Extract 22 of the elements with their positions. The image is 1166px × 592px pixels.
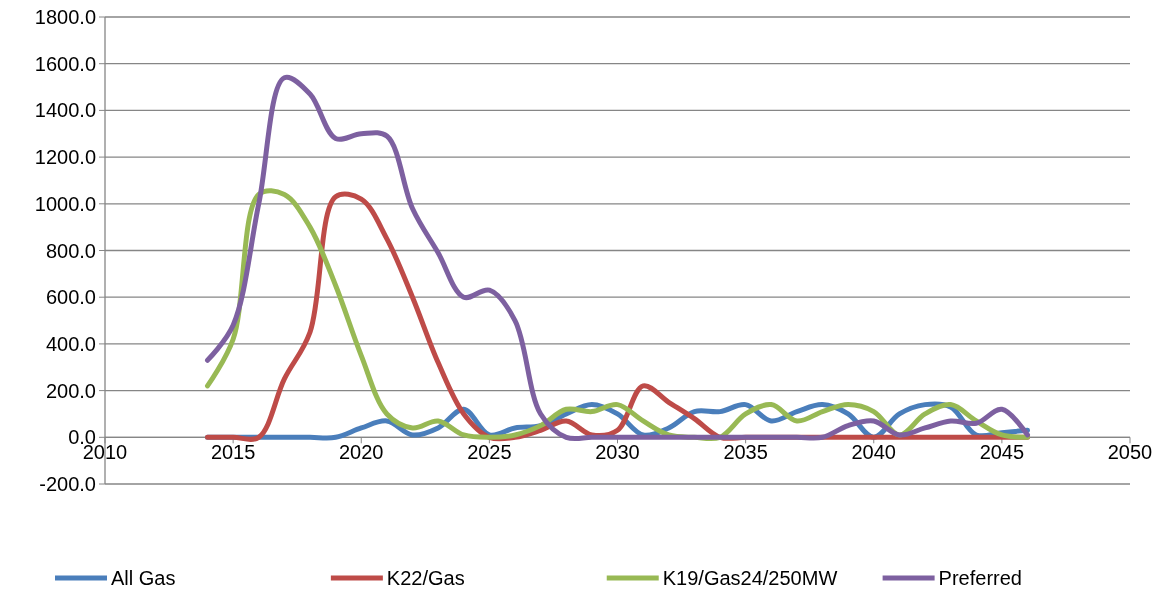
x-tick-label: 2050 (1107, 441, 1153, 464)
y-tick-label: 1600.0 (34, 52, 96, 75)
legend-label: All Gas (111, 567, 176, 589)
y-tick-label: 600.0 (45, 286, 96, 309)
y-tick-label: 1200.0 (34, 146, 96, 169)
x-tick-label: 2015 (210, 441, 256, 464)
y-tick-label: 1800.0 (34, 6, 96, 28)
y-tick-label: 200.0 (45, 379, 96, 402)
x-tick-label: 2035 (723, 441, 768, 464)
y-tick-label: -200.0 (39, 473, 96, 495)
x-tick-label: 2020 (339, 441, 384, 464)
legend-label: Preferred (938, 567, 1022, 589)
y-tick-label: 1400.0 (34, 99, 96, 122)
x-tick-label: 2030 (595, 441, 640, 464)
y-tick-label: 400.0 (45, 332, 96, 355)
x-tick-label: 2025 (467, 441, 512, 464)
legend-label: K22/Gas (386, 567, 465, 589)
x-tick-label: 2040 (851, 441, 896, 464)
legend-label: K19/Gas24/250MW (662, 567, 838, 589)
y-tick-label: 800.0 (45, 239, 96, 262)
x-tick-label: 2045 (979, 441, 1025, 464)
y-tick-label: 1000.0 (34, 192, 96, 215)
